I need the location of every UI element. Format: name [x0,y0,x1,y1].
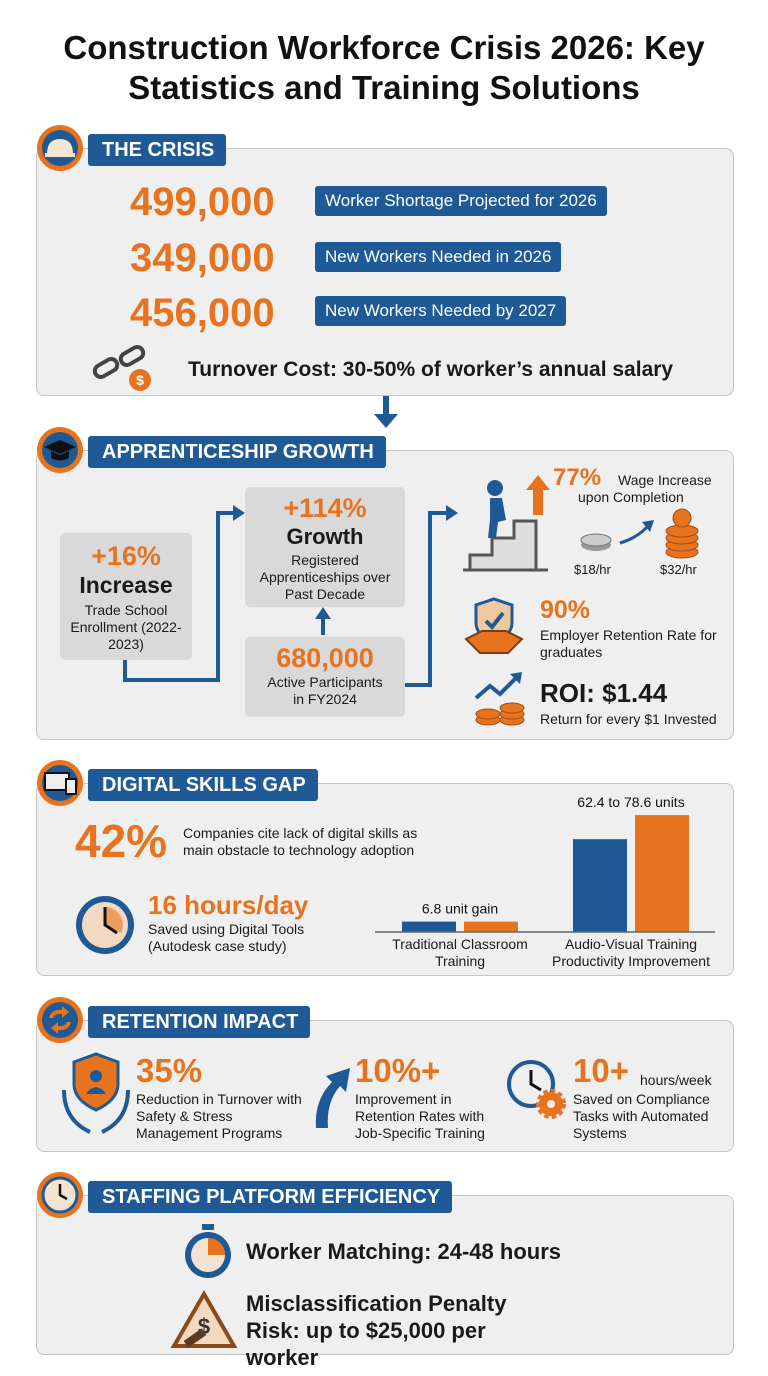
stat-value: 349,000 [130,236,275,280]
wage-from: $18/hr [574,562,611,577]
stairs-icon [463,475,550,572]
warning-icon: $ [170,1290,238,1348]
stat-headline: Increase [79,572,173,598]
bar-annotation: 6.8 unit gain [422,901,498,917]
stat-label: Registered Apprenticeships over Past Dec… [259,552,391,602]
staffing-item: Misclassification Penalty Risk: up to $2… [246,1291,507,1370]
stat-label: Worker Shortage Projected for 2026 [315,186,607,216]
stopwatch-icon [185,1224,231,1278]
turnover-cost: Turnover Cost: 30-50% of worker’s annual… [188,358,674,381]
graduation-icon [37,427,83,473]
staffing-item: Worker Matching: 24-48 hours [246,1239,561,1264]
stat-label: New Workers Needed in 2026 [315,242,562,272]
svg-text:$: $ [136,372,144,388]
stat-value: 499,000 [130,180,275,224]
clock-heading-icon [37,1172,83,1218]
flow-connectors [123,505,458,687]
stat-value: 35% [136,1052,203,1089]
staffing-panel [36,1195,734,1355]
stat-label: Trade School Enrollment (2022-2023) [70,602,182,652]
section-heading: THE CRISIS [88,134,227,166]
section-heading: RETENTION IMPACT [88,1006,311,1038]
stat-unit: hours/week [640,1072,712,1088]
stat-value: 10%+ [355,1052,441,1089]
productivity-chart: 6.8 unit gain 62.4 to 78.6 units [375,794,715,933]
stat-value: 42% [75,815,168,867]
retention-panel [36,1020,734,1152]
stat-label: Employer Retention Rate for graduates [540,627,717,660]
category-label: Audio-Visual Training Productivity Impro… [552,936,710,969]
bar [573,839,627,932]
page-title: Construction Workforce Crisis 2026: Key … [63,29,705,106]
handshake-icon [464,597,524,654]
bar [464,921,518,932]
stat-label: Reduction in Turnover with Safety & Stre… [136,1091,302,1141]
clock-icon [76,896,134,954]
stat-label: Wage Increase upon Completion [578,472,712,505]
gear-clock-icon [507,1060,566,1119]
up-arrow-icon [315,1068,350,1128]
devices-icon [37,760,83,806]
stat-label: Saved on Compliance Tasks with Automated… [573,1091,710,1141]
wage-to: $32/hr [660,562,697,577]
stat-label: Companies cite lack of digital skills as… [183,825,418,858]
stat-value: 77% [553,464,602,491]
bar [402,921,456,932]
roi-icon [474,672,525,726]
stat-value: 456,000 [130,291,275,335]
section-heading: DIGITAL SKILLS GAP [88,769,318,801]
bar [635,815,689,932]
section-heading: APPRENTICESHIP GROWTH [88,436,386,468]
growth-box: +114% Growth Registered Apprenticeships … [245,487,405,607]
stat-label: Saved using Digital Tools (Autodesk case… [148,921,305,954]
stat-label: Active Participants in FY2024 [267,674,383,707]
bar-annotation: 62.4 to 78.6 units [577,794,684,810]
care-icon [62,1052,130,1134]
stat-value: 16 hours/day [148,890,309,920]
enrollment-box: +16% Increase Trade School Enrollment (2… [60,533,192,660]
participants-box: 680,000 Active Participants in FY2024 [245,637,405,717]
category-label: Traditional Classroom Training [392,936,528,969]
stat-value: 680,000 [276,643,374,673]
coins-icon [580,508,699,559]
stat-headline: Growth [286,524,364,549]
stat-value: 90% [540,596,591,624]
cycle-icon [37,997,83,1043]
stat-value: +16% [91,541,161,571]
roi-value: ROI: $1.44 [540,678,668,708]
stat-label: Return for every $1 Invested [540,711,717,727]
flow-arrow [374,396,398,428]
stat-value: +114% [283,493,367,523]
stat-label: Improvement in Retention Rates with Job-… [355,1091,485,1141]
stat-label: New Workers Needed by 2027 [315,296,567,326]
stat-value: 10+ [573,1052,629,1089]
helmet-icon [37,125,83,171]
section-heading: STAFFING PLATFORM EFFICIENCY [88,1181,453,1213]
broken-chain-icon: $ [92,345,151,391]
